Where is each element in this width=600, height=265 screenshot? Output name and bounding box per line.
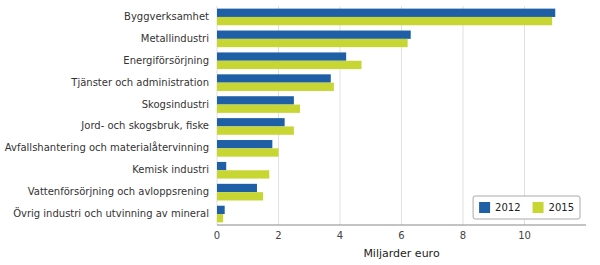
x-tick-label: 2 — [275, 230, 281, 241]
chart-container: Byggverksamhet Metallindustri Energiförsör… — [0, 0, 600, 265]
x-tick-label: 8 — [460, 230, 466, 241]
bar — [217, 140, 272, 148]
bar — [217, 214, 223, 222]
bar — [217, 192, 263, 200]
bar — [217, 74, 331, 82]
bar — [217, 9, 555, 17]
x-tick-label: 10 — [518, 230, 531, 241]
legend-box — [473, 196, 580, 219]
bar — [217, 126, 294, 134]
bar — [217, 206, 225, 214]
legend: 2012 2015 — [473, 196, 580, 219]
bar — [217, 52, 346, 60]
category-label: Vattenförsörjning och avloppsrening — [28, 186, 209, 197]
x-tick-label: 4 — [337, 230, 343, 241]
grid — [217, 6, 525, 225]
category-label: Jord- och skogsbruk, fiske — [80, 120, 209, 131]
bar — [217, 96, 294, 104]
category-label: Avfallshantering och materialåtervinning — [5, 141, 209, 153]
bar — [217, 170, 269, 178]
category-label: Skogsindustri — [142, 99, 209, 110]
x-axis-line — [217, 225, 586, 226]
bars — [217, 9, 555, 223]
category-label: Byggverksamhet — [124, 11, 209, 22]
legend-label: 2012 — [495, 202, 520, 213]
x-axis-label: Miljarder euro — [363, 247, 440, 260]
y-tick-labels: Byggverksamhet Metallindustri Energiförsör… — [5, 11, 209, 219]
x-tick-label: 0 — [214, 230, 220, 241]
bar — [217, 162, 226, 170]
x-tick-label: 6 — [398, 230, 404, 241]
legend-swatch — [479, 202, 490, 213]
legend-swatch — [533, 202, 544, 213]
category-label: Övrig industri och utvinning av mineral — [13, 207, 209, 219]
grid-line — [463, 6, 464, 225]
bar — [217, 148, 279, 156]
category-label: Kemisk industri — [132, 164, 209, 175]
legend-label: 2015 — [549, 202, 574, 213]
bar — [217, 118, 285, 126]
category-label: Energiförsörjning — [123, 55, 209, 66]
category-label: Metallindustri — [141, 33, 209, 44]
grid-line — [524, 6, 525, 225]
bar — [217, 184, 257, 192]
bar — [217, 39, 408, 47]
x-tick-labels: 0 2 4 6 8 10 — [214, 230, 531, 241]
bar — [217, 17, 552, 25]
bar — [217, 105, 300, 113]
chart-svg: Byggverksamhet Metallindustri Energiförsör… — [0, 0, 600, 265]
bar — [217, 61, 362, 69]
category-label: Tjänster och administration — [70, 77, 209, 88]
bar — [217, 83, 334, 91]
bar — [217, 31, 411, 39]
